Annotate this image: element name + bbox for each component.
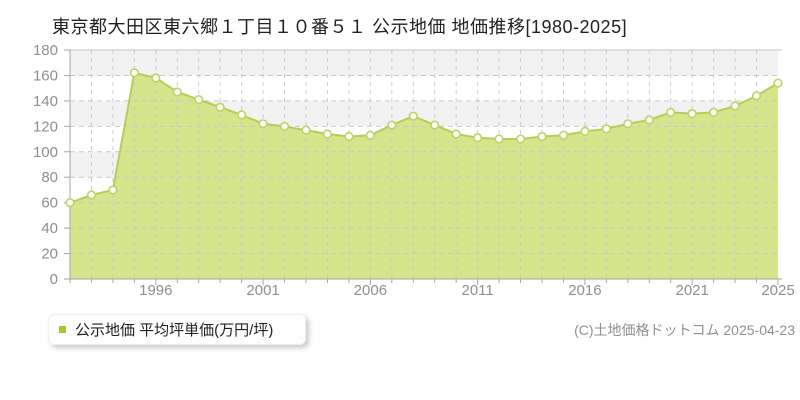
price-trend-chart: 0 20 40 60 80 100 120 140 160 180 1996 2001 2006 2011… xyxy=(33,42,795,299)
svg-text:2025: 2025 xyxy=(761,282,794,299)
line-series xyxy=(69,71,779,204)
axes xyxy=(64,49,782,285)
svg-text:0: 0 xyxy=(50,271,58,288)
svg-text:40: 40 xyxy=(41,220,58,237)
area-series xyxy=(70,72,778,280)
svg-text:2011: 2011 xyxy=(462,282,494,299)
svg-text:20: 20 xyxy=(41,246,58,263)
legend-label: 公示地価 平均坪単価(万円/坪) xyxy=(75,322,274,339)
svg-text:2001: 2001 xyxy=(246,282,279,299)
legend: 公示地価 平均坪単価(万円/坪) xyxy=(48,314,306,345)
svg-text:160: 160 xyxy=(33,67,58,84)
y-tick-labels: 0 20 40 60 80 100 120 140 160 180 xyxy=(33,42,58,288)
svg-text:140: 140 xyxy=(33,93,58,110)
svg-text:80: 80 xyxy=(41,169,58,186)
legend-marker-icon xyxy=(59,326,66,333)
svg-text:2006: 2006 xyxy=(354,282,387,299)
data-points xyxy=(65,68,783,208)
x-tick-labels: 1996 2001 2006 2011 2016 2021 2025 xyxy=(139,282,795,299)
svg-text:100: 100 xyxy=(33,144,58,161)
svg-text:120: 120 xyxy=(33,118,58,135)
svg-text:1996: 1996 xyxy=(139,282,172,299)
svg-text:2021: 2021 xyxy=(675,282,708,299)
svg-text:180: 180 xyxy=(33,42,58,59)
chart-title: 東京都大田区東六郷１丁目１０番５１ 公示地価 地価推移[1980-2025] xyxy=(52,17,628,37)
gridlines xyxy=(70,49,782,279)
svg-text:60: 60 xyxy=(41,195,58,212)
svg-text:2016: 2016 xyxy=(568,282,601,299)
copyright-credit: (C)土地価格ドットコム 2025-04-23 xyxy=(574,322,795,338)
